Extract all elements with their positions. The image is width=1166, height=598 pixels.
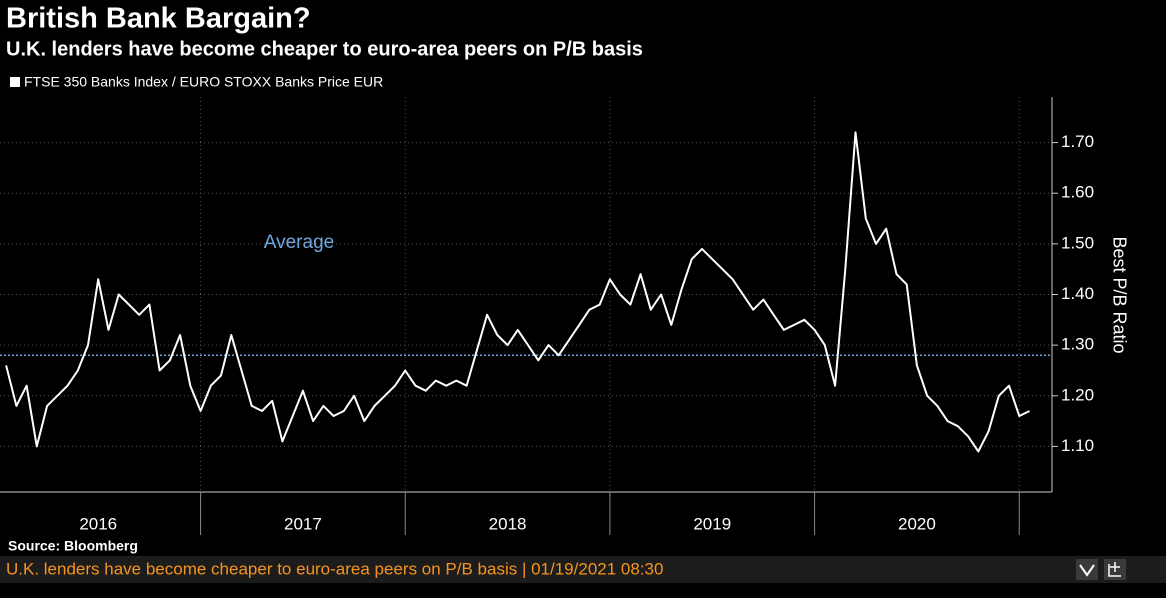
y-tick-label: 1.20 [1061, 385, 1094, 404]
y-tick-label: 1.60 [1061, 183, 1094, 202]
x-tick-label: 2017 [284, 514, 322, 533]
data-line [5, 131, 1030, 453]
footer-text: U.K. lenders have become cheaper to euro… [6, 559, 663, 578]
chart-subtitle: U.K. lenders have become cheaper to euro… [6, 38, 643, 60]
chart-title: British Bank Bargain? [6, 3, 311, 35]
x-tick-label: 2018 [489, 514, 527, 533]
y-tick-label: 1.30 [1061, 335, 1094, 354]
y-tick-label: 1.10 [1061, 436, 1094, 455]
legend-label: FTSE 350 Banks Index / EURO STOXX Banks … [24, 74, 383, 90]
x-tick-label: 2020 [898, 514, 936, 533]
collapse-button[interactable] [1076, 559, 1098, 580]
y-tick-label: 1.70 [1061, 132, 1094, 151]
footer-bar [0, 556, 1166, 583]
collapse-icon [1079, 564, 1095, 577]
y-axis-label: Best P/B Ratio [1109, 236, 1129, 353]
x-tick-label: 2019 [693, 514, 731, 533]
legend-swatch [10, 77, 20, 87]
annotation-label: Average [264, 232, 334, 253]
y-tick-label: 1.50 [1061, 233, 1094, 252]
source: Source: Bloomberg [8, 538, 138, 554]
x-tick-label: 2016 [79, 514, 117, 533]
y-tick-label: 1.40 [1061, 284, 1094, 303]
add-icon [1108, 562, 1121, 577]
